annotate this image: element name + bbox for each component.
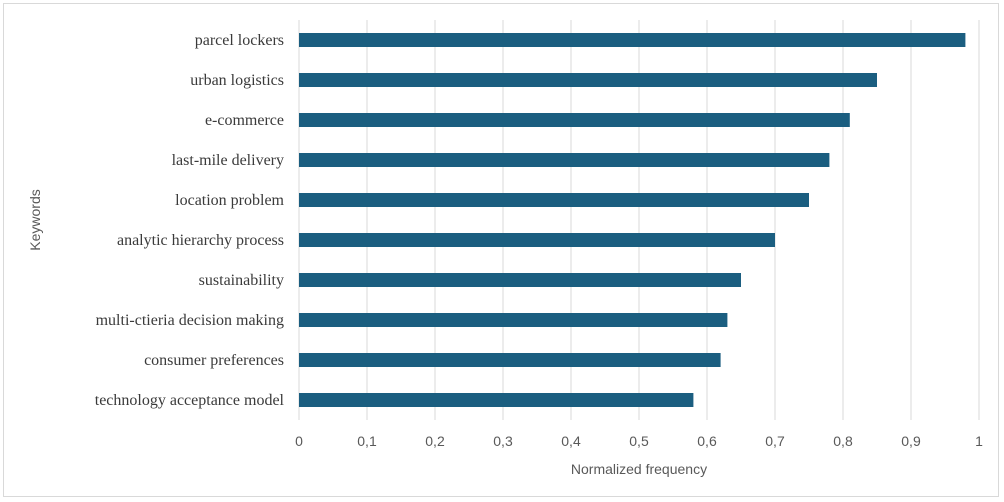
bar: [299, 193, 809, 207]
x-tick-label: 0,5: [629, 433, 649, 449]
y-axis-title: Keywords: [27, 189, 43, 250]
x-tick-label: 0,1: [357, 433, 377, 449]
category-label: e-commerce: [205, 112, 284, 129]
x-tick-label: 0,6: [697, 433, 717, 449]
bar: [299, 353, 721, 367]
bar: [299, 393, 694, 407]
x-tick-label: 0,8: [833, 433, 853, 449]
bar: [299, 33, 966, 47]
bar: [299, 113, 850, 127]
category-label: last-mile delivery: [172, 152, 284, 169]
bar: [299, 153, 830, 167]
category-labels: parcel lockers urban logistics e-commerce l…: [95, 32, 285, 409]
category-label: sustainability: [199, 272, 284, 289]
x-tick-label: 0: [295, 433, 303, 449]
bar: [299, 273, 741, 287]
x-tick-label: 1: [975, 433, 983, 449]
category-label: multi-ctieria decision making: [96, 312, 284, 329]
category-label: urban logistics: [190, 72, 284, 89]
x-tick-label: 0,4: [561, 433, 581, 449]
bar: [299, 233, 775, 247]
x-tick-label: 0,3: [493, 433, 513, 449]
category-label: analytic hierarchy process: [117, 232, 284, 249]
category-label: technology acceptance model: [95, 392, 285, 409]
x-tick-labels: 0 0,1 0,2 0,3 0,4 0,5 0,6 0,7 0,8 0,9 1: [295, 433, 983, 449]
bar: [299, 313, 728, 327]
bar: [299, 73, 877, 87]
bars: [299, 33, 966, 407]
category-label: consumer preferences: [144, 352, 284, 369]
category-label: parcel lockers: [195, 32, 284, 49]
x-tick-label: 0,2: [425, 433, 445, 449]
category-label: location problem: [175, 192, 284, 209]
x-axis-title: Normalized frequency: [571, 461, 707, 477]
x-tick-label: 0,9: [901, 433, 921, 449]
x-tick-label: 0,7: [765, 433, 785, 449]
